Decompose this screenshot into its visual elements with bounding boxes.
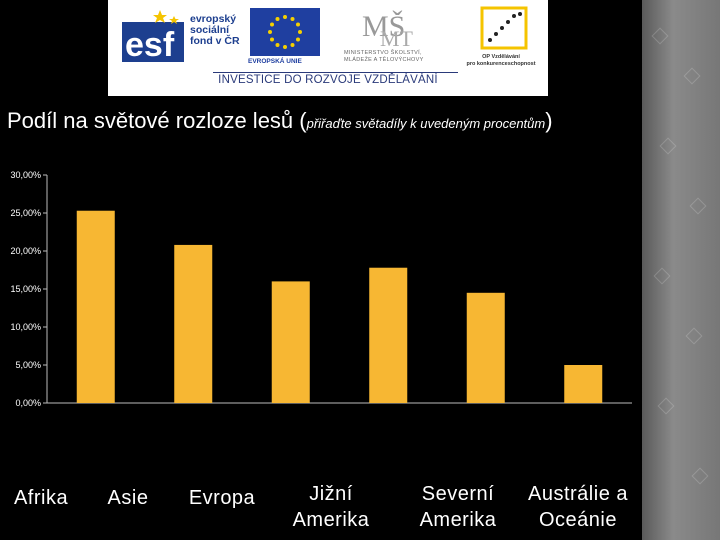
slide-title: Podíl na světové rozloze lesů (přiřaďte …: [7, 108, 553, 134]
esf-logo-text: evropský sociální fond v ČR: [190, 13, 240, 47]
title-main: Podíl na světové rozloze lesů (: [7, 108, 307, 133]
category-label-line: Jižní: [309, 483, 353, 505]
eu-caption: EVROPSKÁ UNIE: [248, 58, 302, 65]
svg-text:esf: esf: [125, 26, 175, 64]
category-label-line: Evropa: [188, 487, 256, 509]
y-tick-label: 5,00%: [15, 360, 41, 370]
bar-4: [369, 267, 408, 403]
category-label: Jižní Amerika: [266, 481, 396, 533]
bar-3: [271, 281, 310, 403]
y-tick-label: 20,00%: [10, 246, 41, 256]
y-tick-label: 10,00%: [10, 322, 41, 332]
svg-text:MT: MT: [380, 26, 414, 46]
y-tick-label: 0,00%: [15, 398, 41, 408]
category-label: Austrálie a Oceánie: [513, 481, 643, 533]
op-logo-icon: [480, 6, 528, 50]
category-label-line: Austrálie a: [528, 483, 628, 505]
category-label: Asie: [63, 485, 193, 511]
category-label-line: Afrika: [13, 487, 69, 509]
bar-1: [76, 210, 115, 403]
svg-text:MŠ: MŠ: [362, 10, 405, 43]
bar-5: [466, 292, 505, 403]
msmt-caption: MINISTERSTVO ŠKOLSTVÍ, MLÁDEŽE A TĚLOVÝC…: [344, 50, 424, 63]
bar-2: [174, 244, 213, 403]
bar-chart: 0,00% 5,00% 10,00% 15,00% 20,00% 25,00% 30,00%: [10, 170, 632, 408]
decorative-side-strip: [642, 0, 720, 540]
category-label: Severní Amerika: [393, 481, 523, 533]
tagline-divider: [213, 72, 458, 73]
title-close: ): [545, 108, 553, 133]
eu-flag-icon: [250, 8, 320, 56]
category-label: Afrika: [0, 485, 106, 511]
category-label-line: Severní: [421, 483, 495, 505]
title-hint: přiřaďte světadíly k uvedeným procentům: [306, 116, 546, 131]
tagline: INVESTICE DO ROZVOJE VZDĚLÁVÁNÍ: [218, 74, 438, 86]
category-label-line: Oceánie: [539, 509, 617, 531]
funding-logo-bar: esf evropský sociální fond v ČR EVROPSKÁ…: [108, 0, 548, 96]
category-label-line: Amerika: [419, 509, 497, 531]
y-tick-label: 15,00%: [10, 284, 41, 294]
msmt-logo-icon: MŠ MT: [362, 10, 414, 46]
category-label-line: Asie: [107, 487, 149, 509]
category-label: Evropa: [157, 485, 287, 511]
bar-6: [564, 365, 603, 403]
esf-logo-icon: esf: [122, 10, 184, 64]
y-tick-label: 30,00%: [10, 170, 41, 180]
op-caption: OP Vzdělávání pro konkurenceschopnost: [466, 54, 536, 67]
y-tick-label: 25,00%: [10, 208, 41, 218]
category-label-line: Amerika: [292, 509, 370, 531]
